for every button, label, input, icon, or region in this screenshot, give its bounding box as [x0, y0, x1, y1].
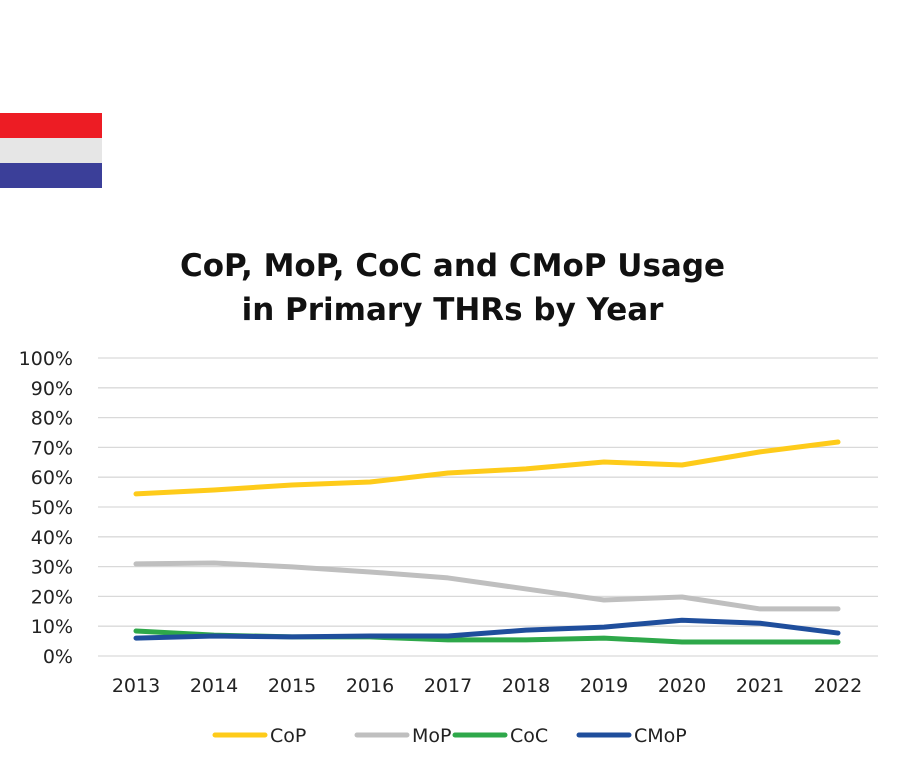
legend-label-mop: MoP	[412, 725, 451, 747]
flag-stripe-blue	[0, 163, 102, 188]
y-tick-label: 90%	[31, 378, 73, 400]
series-line-cmop	[133, 617, 841, 641]
y-tick-label: 0%	[43, 646, 73, 668]
chart-title-line2: in Primary THRs by Year	[241, 292, 664, 328]
series-line-cop	[133, 439, 841, 497]
flag-stripe-white	[0, 138, 102, 163]
y-tick-label: 50%	[31, 497, 73, 519]
x-tick-label: 2014	[190, 675, 238, 697]
y-tick-label: 60%	[31, 467, 73, 489]
legend-label-coc: CoC	[510, 725, 548, 747]
legend-label-cmop: CMoP	[634, 725, 687, 747]
x-tick-label: 2022	[814, 675, 862, 697]
y-tick-label: 10%	[31, 616, 73, 638]
y-tick-label: 30%	[31, 557, 73, 579]
y-tick-label: 40%	[31, 527, 73, 549]
y-tick-label: 70%	[31, 437, 73, 459]
series-line-mop	[133, 560, 841, 612]
x-tick-label: 2018	[502, 675, 550, 697]
chart-title: CoP, MoP, CoC and CMoP Usage in Primary …	[0, 244, 905, 332]
x-tick-label: 2016	[346, 675, 394, 697]
x-tick-label: 2015	[268, 675, 316, 697]
y-tick-label: 100%	[19, 348, 73, 370]
x-tick-label: 2013	[112, 675, 160, 697]
y-tick-label: 80%	[31, 408, 73, 430]
x-tick-label: 2020	[658, 675, 706, 697]
chart-title-line1: CoP, MoP, CoC and CMoP Usage	[179, 248, 726, 284]
x-tick-label: 2019	[580, 675, 628, 697]
y-tick-label: 20%	[31, 586, 73, 608]
flag-stripe-red	[0, 113, 102, 138]
x-tick-label: 2017	[424, 675, 472, 697]
x-tick-label: 2021	[736, 675, 784, 697]
legend-label-cop: CoP	[270, 725, 306, 747]
